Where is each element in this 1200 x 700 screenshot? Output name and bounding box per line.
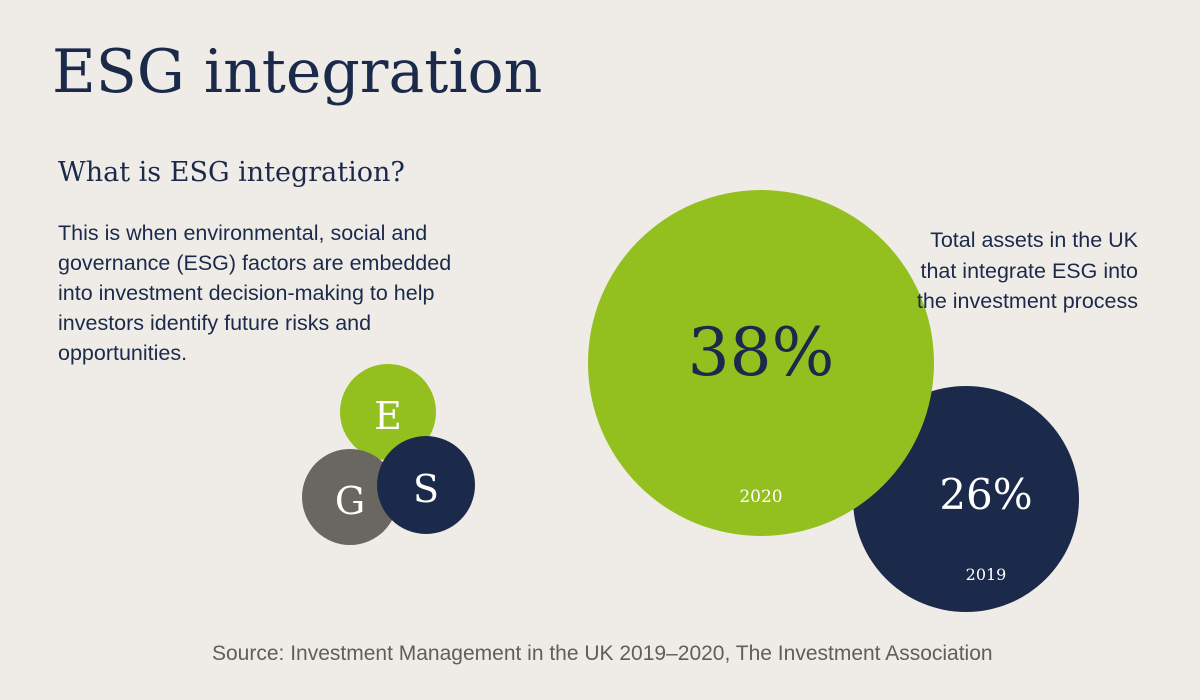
stat-value-2020: 38% [687,314,835,391]
stat-value-2019: 26% [939,470,1033,519]
stat-caption: Total assets in the UK that integrate ES… [916,228,1138,313]
esg-s-letter: S [412,467,440,511]
stat-year-2020: 2020 [739,487,783,507]
esg-e-letter: E [374,394,402,438]
esg-g-letter: G [334,479,366,523]
stat-circle-2020: 38% 2020 [588,190,934,536]
esg-description: This is when environmental, social and g… [58,221,452,365]
stat-year-2019: 2019 [965,565,1007,584]
page-title: ESG integration [52,37,543,107]
source-note: Source: Investment Management in the UK … [212,642,993,665]
esg-e-circle: E [340,364,436,460]
section-subtitle: What is ESG integration? [58,157,405,188]
esg-s-circle: S [377,436,475,534]
